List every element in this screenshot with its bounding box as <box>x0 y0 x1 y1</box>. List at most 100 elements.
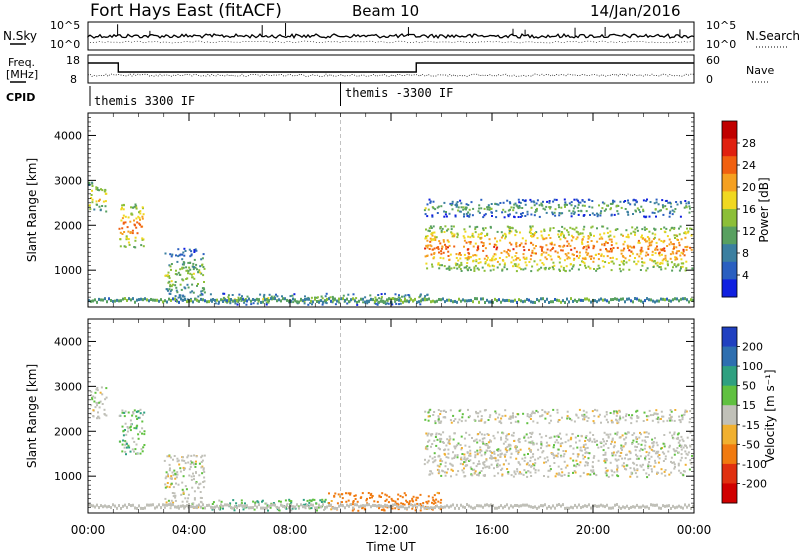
data-cell <box>92 409 95 412</box>
ground-cell <box>366 503 368 507</box>
data-cell <box>170 288 173 291</box>
data-cell <box>618 436 621 439</box>
data-cell <box>634 472 637 475</box>
data-cell <box>222 507 224 510</box>
data-cell <box>512 265 514 268</box>
data-cell <box>576 255 578 258</box>
data-cell <box>454 214 457 217</box>
data-cell <box>526 422 529 425</box>
data-cell <box>515 245 518 248</box>
data-cell <box>689 207 691 210</box>
data-cell <box>570 234 573 237</box>
data-cell <box>134 246 137 249</box>
data-cell <box>219 508 222 511</box>
ground-cell <box>338 297 340 301</box>
ground-cell <box>520 504 522 508</box>
data-cell <box>334 303 337 306</box>
data-cell <box>426 445 429 448</box>
data-cell <box>458 253 460 256</box>
data-cell <box>126 226 129 229</box>
data-cell <box>469 268 472 271</box>
data-cell <box>529 459 532 462</box>
data-cell <box>540 447 542 449</box>
data-cell <box>518 441 521 444</box>
data-cell <box>530 464 533 467</box>
data-cell <box>458 252 461 254</box>
data-cell <box>510 434 513 437</box>
data-cell <box>659 263 662 265</box>
ground-cell <box>688 503 690 507</box>
data-cell <box>408 502 411 505</box>
data-cell <box>176 457 179 460</box>
data-cell <box>540 254 543 257</box>
data-cell <box>649 465 652 467</box>
ground-cell <box>348 300 350 304</box>
data-cell <box>615 410 618 413</box>
data-cell <box>531 233 534 236</box>
data-cell <box>254 501 257 504</box>
data-cell <box>627 213 630 216</box>
ground-cell <box>268 299 270 303</box>
data-cell <box>486 433 489 435</box>
data-cell <box>545 244 548 247</box>
data-cell <box>532 243 535 246</box>
data-cell <box>593 245 596 248</box>
data-cell <box>594 408 596 411</box>
ground-cell <box>264 298 266 302</box>
data-cell <box>193 266 196 269</box>
data-cell <box>516 470 519 473</box>
ground-cell <box>256 297 258 301</box>
data-cell <box>179 253 182 256</box>
data-cell <box>609 234 612 237</box>
data-cell <box>460 270 463 272</box>
ground-cell <box>106 300 108 304</box>
ground-cell <box>234 299 236 303</box>
ground-cell <box>520 299 522 303</box>
data-cell <box>124 215 127 218</box>
data-cell <box>689 227 691 230</box>
data-cell <box>182 456 184 459</box>
ground-cell <box>158 299 160 303</box>
data-cell <box>176 460 179 463</box>
data-cell <box>487 263 490 266</box>
data-cell <box>133 440 136 443</box>
data-cell <box>555 198 558 201</box>
data-cell <box>439 437 441 440</box>
data-cell <box>433 439 436 442</box>
data-cell <box>584 266 587 269</box>
data-cell <box>489 269 492 272</box>
ground-cell <box>582 299 584 303</box>
data-cell <box>139 412 142 415</box>
data-cell <box>123 446 126 449</box>
data-cell <box>198 269 201 272</box>
colorbar-segment <box>722 261 737 280</box>
data-cell <box>316 509 318 512</box>
data-cell <box>559 238 562 241</box>
ground-cell <box>596 504 598 508</box>
data-cell <box>669 241 672 244</box>
colorbar-tick-label: 24 <box>742 159 756 172</box>
data-cell <box>613 441 616 444</box>
data-cell <box>592 471 595 473</box>
data-cell <box>639 211 642 214</box>
data-cell <box>550 436 553 439</box>
data-cell <box>573 211 576 214</box>
ground-cell <box>208 300 210 304</box>
data-cell <box>93 400 96 403</box>
data-cell <box>623 260 625 262</box>
ground-cell <box>658 506 660 510</box>
data-cell <box>416 496 419 499</box>
data-cell <box>576 463 579 466</box>
data-cell <box>530 206 533 209</box>
data-cell <box>547 475 550 478</box>
data-cell <box>167 271 170 274</box>
data-cell <box>96 404 98 407</box>
ground-cell <box>442 297 444 301</box>
data-cell <box>529 229 532 232</box>
data-cell <box>548 444 551 447</box>
data-cell <box>538 215 541 218</box>
data-cell <box>442 251 445 254</box>
data-cell <box>610 443 612 445</box>
ground-cell <box>358 505 360 509</box>
data-cell <box>612 262 615 265</box>
